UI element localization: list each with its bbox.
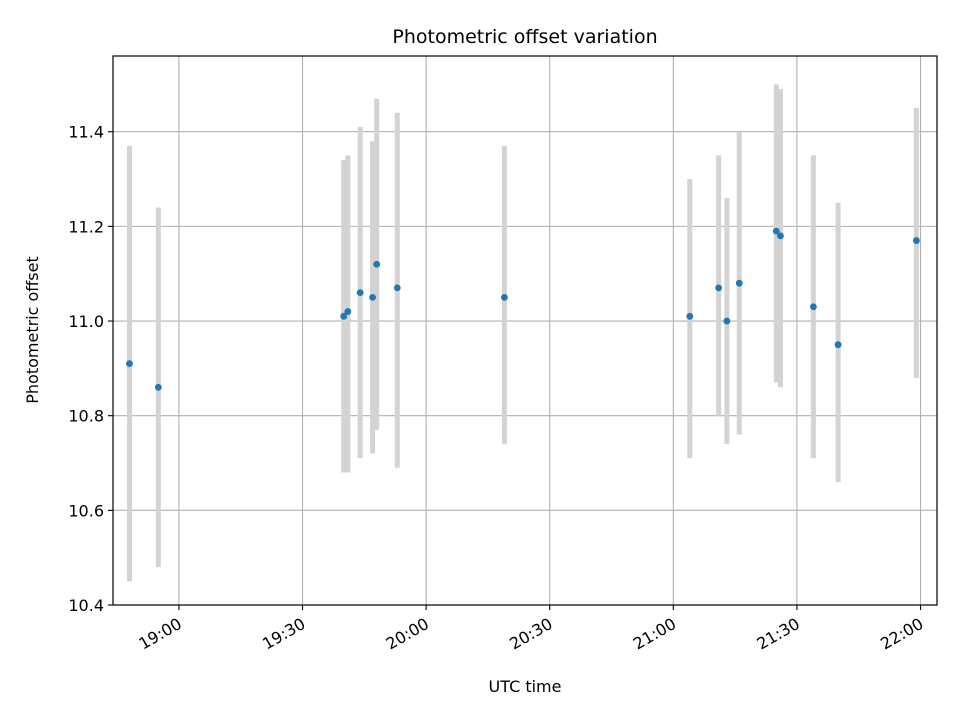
y-axis-label: Photometric offset <box>23 256 42 404</box>
data-point <box>715 284 723 292</box>
y-tick-label: 11.2 <box>68 217 104 236</box>
plot-frame <box>112 55 938 606</box>
y-tick-label: 10.6 <box>68 501 104 520</box>
data-point <box>772 227 780 235</box>
data-point <box>501 293 508 301</box>
y-axis-ticks: 10.4 10.6 10.8 11.0 11.2 11.4 <box>68 123 113 615</box>
data-point <box>393 284 401 292</box>
data-point <box>834 341 842 349</box>
data-points <box>126 227 920 391</box>
y-tick-label: 10.4 <box>68 596 104 615</box>
data-point <box>735 279 743 287</box>
data-point <box>777 232 784 240</box>
data-point <box>686 312 694 320</box>
chart-title: Photometric offset variation <box>392 26 657 48</box>
data-point <box>356 289 364 297</box>
data-point <box>913 237 920 244</box>
data-point <box>126 360 133 368</box>
data-point <box>154 383 162 391</box>
y-tick-label: 11.0 <box>68 312 104 331</box>
data-point <box>344 308 352 315</box>
data-point <box>369 293 376 301</box>
x-axis-label: UTC time <box>489 677 562 696</box>
y-tick-label: 10.8 <box>68 407 104 426</box>
data-point <box>373 260 381 268</box>
grid <box>113 56 937 606</box>
data-point <box>340 312 348 320</box>
data-point <box>810 303 817 311</box>
y-tick-label: 11.4 <box>68 123 104 142</box>
data-point <box>723 317 731 325</box>
